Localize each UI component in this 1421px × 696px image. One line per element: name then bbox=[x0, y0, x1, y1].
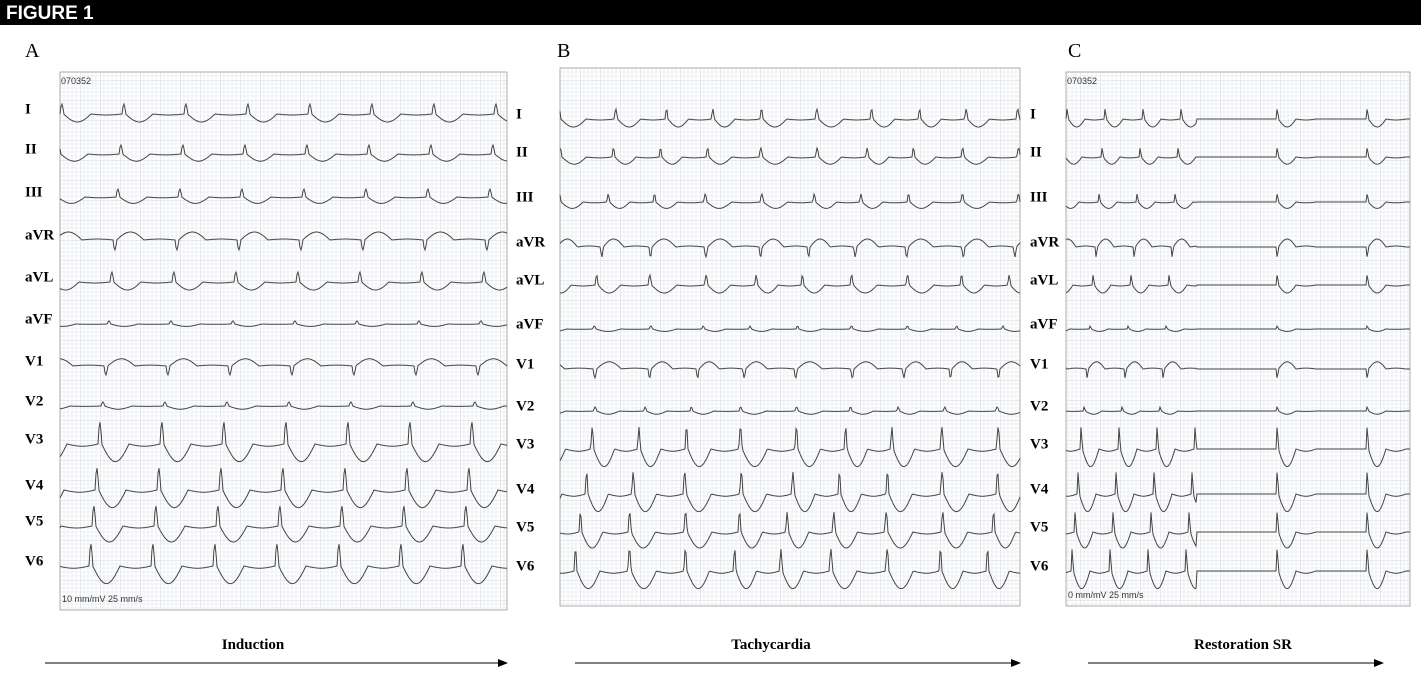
lead-label: V5 bbox=[25, 513, 43, 529]
lead-label: V1 bbox=[1030, 356, 1048, 372]
ecg-trace bbox=[1065, 275, 1410, 294]
lead-label: V3 bbox=[516, 436, 534, 452]
lead-label: V6 bbox=[516, 558, 535, 574]
ecg-trace bbox=[1065, 238, 1410, 257]
ecg-trace bbox=[1065, 194, 1410, 209]
lead-label: V5 bbox=[1030, 519, 1048, 535]
header-bar bbox=[0, 0, 1421, 25]
lead-label: V6 bbox=[1030, 558, 1049, 574]
ecg-trace bbox=[559, 405, 1021, 415]
lead-label: aVF bbox=[516, 316, 544, 332]
ecg-trace bbox=[1065, 148, 1410, 165]
ecg-trace bbox=[1065, 405, 1410, 415]
lead-label: II bbox=[516, 144, 528, 160]
lead-label: aVR bbox=[516, 234, 545, 250]
ecg-trace bbox=[59, 468, 508, 509]
ecg-grid bbox=[559, 67, 1021, 607]
lead-label: aVL bbox=[516, 272, 544, 288]
ecg-trace bbox=[59, 187, 508, 204]
ecg-trace bbox=[59, 422, 508, 463]
ecg-trace bbox=[559, 548, 1021, 590]
ecg-trace bbox=[559, 512, 1021, 549]
ecg-trace bbox=[559, 361, 1021, 380]
phase-caption: Restoration SR bbox=[1194, 637, 1292, 653]
ecg-trace bbox=[1065, 512, 1410, 549]
phase-caption: Tachycardia bbox=[731, 637, 811, 653]
lead-label: V6 bbox=[25, 553, 44, 569]
lead-label: aVF bbox=[25, 311, 53, 327]
lead-label: V1 bbox=[516, 356, 534, 372]
ecg-trace bbox=[59, 544, 507, 585]
lead-label: V5 bbox=[516, 519, 534, 535]
ecg-trace bbox=[59, 320, 508, 327]
lead-label: aVR bbox=[1030, 234, 1059, 250]
lead-label: aVL bbox=[25, 269, 53, 285]
ecg-trace bbox=[559, 146, 1021, 165]
lead-label: V1 bbox=[25, 353, 43, 369]
ecg-trace bbox=[1065, 361, 1410, 378]
lead-label: V2 bbox=[1030, 398, 1048, 414]
ecg-trace bbox=[1065, 109, 1410, 128]
ecg-trace bbox=[59, 102, 508, 123]
lead-label: V2 bbox=[25, 393, 43, 409]
ecg-grid bbox=[1065, 71, 1411, 607]
lead-label: V3 bbox=[1030, 436, 1048, 452]
ecg-trace bbox=[1065, 549, 1410, 590]
lead-label: III bbox=[25, 184, 43, 200]
scale-note: 0 mm/mV 25 mm/s bbox=[1068, 590, 1144, 600]
lead-label: III bbox=[1030, 189, 1048, 205]
lead-label: V4 bbox=[25, 477, 44, 493]
panel-label: C bbox=[1068, 40, 1081, 62]
ecg-trace bbox=[559, 273, 1021, 294]
ecg-trace bbox=[59, 358, 508, 377]
lead-label: aVL bbox=[1030, 272, 1058, 288]
lead-label: I bbox=[1030, 106, 1036, 122]
ecg-trace bbox=[559, 324, 1021, 332]
record-id: 070352 bbox=[1067, 76, 1097, 86]
ecg-trace bbox=[559, 107, 1021, 128]
lead-label: II bbox=[1030, 144, 1042, 160]
lead-label: aVF bbox=[1030, 316, 1058, 332]
ecg-trace bbox=[559, 192, 1021, 209]
ecg-trace bbox=[1065, 427, 1410, 468]
ecg-trace bbox=[559, 472, 1021, 513]
lead-label: III bbox=[516, 189, 534, 205]
panel-label: A bbox=[25, 40, 40, 62]
ecg-trace bbox=[59, 143, 508, 162]
lead-label: aVR bbox=[25, 227, 54, 243]
ecg-trace bbox=[559, 426, 1021, 468]
ecg-trace bbox=[59, 270, 508, 291]
phase-caption: Induction bbox=[222, 637, 285, 653]
ecg-trace bbox=[1065, 472, 1410, 513]
panel-label: B bbox=[557, 40, 570, 62]
ecg-trace bbox=[59, 401, 507, 410]
ecg-trace bbox=[59, 231, 508, 252]
lead-label: V2 bbox=[516, 398, 534, 414]
ecg-trace bbox=[559, 238, 1021, 259]
record-id: 070352 bbox=[61, 76, 91, 86]
lead-label: I bbox=[25, 101, 31, 117]
lead-label: V4 bbox=[516, 481, 535, 497]
lead-label: I bbox=[516, 106, 522, 122]
lead-label: V4 bbox=[1030, 481, 1049, 497]
ecg-trace bbox=[1065, 324, 1410, 332]
ecg-grid bbox=[59, 71, 508, 611]
lead-label: V3 bbox=[25, 431, 43, 447]
ecg-trace bbox=[59, 506, 508, 543]
lead-label: II bbox=[25, 141, 37, 157]
figure-title: FIGURE 1 bbox=[6, 3, 94, 24]
scale-note: 10 mm/mV 25 mm/s bbox=[62, 594, 143, 604]
